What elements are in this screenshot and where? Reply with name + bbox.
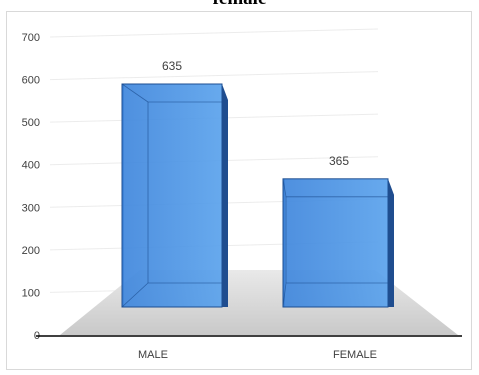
bar-inner-edge xyxy=(282,178,287,197)
y-tick-label: 300 xyxy=(22,202,40,214)
y-tick-label: 600 xyxy=(22,75,40,87)
bar-inner-edge xyxy=(282,282,388,308)
x-category-label: MALE xyxy=(138,349,168,361)
bar-inner-edge xyxy=(121,282,222,308)
labels: 635 MALE 365 FEMALE xyxy=(138,59,377,361)
y-tick-label: 200 xyxy=(22,245,40,257)
y-tick-label: 100 xyxy=(22,287,40,299)
y-tick-label: 400 xyxy=(22,160,40,172)
y-tick-label: 500 xyxy=(22,117,40,129)
gridline xyxy=(49,71,379,81)
x-category-label: FEMALE xyxy=(333,349,377,361)
bar-front-face xyxy=(282,178,389,308)
gridline xyxy=(49,28,379,38)
bar-male xyxy=(121,83,228,308)
bar-female xyxy=(282,178,394,308)
bar-side-face xyxy=(222,84,228,307)
chart-title: female xyxy=(0,0,479,10)
bars xyxy=(121,83,394,308)
bar-front-face xyxy=(121,83,223,308)
bar-side-face xyxy=(388,178,394,307)
y-tick-label: 700 xyxy=(22,32,40,44)
chart-floor xyxy=(60,270,458,335)
bar-inner-edge xyxy=(121,83,149,103)
floor-plane xyxy=(60,270,458,335)
data-label: 635 xyxy=(162,59,182,73)
data-label: 365 xyxy=(329,154,349,168)
